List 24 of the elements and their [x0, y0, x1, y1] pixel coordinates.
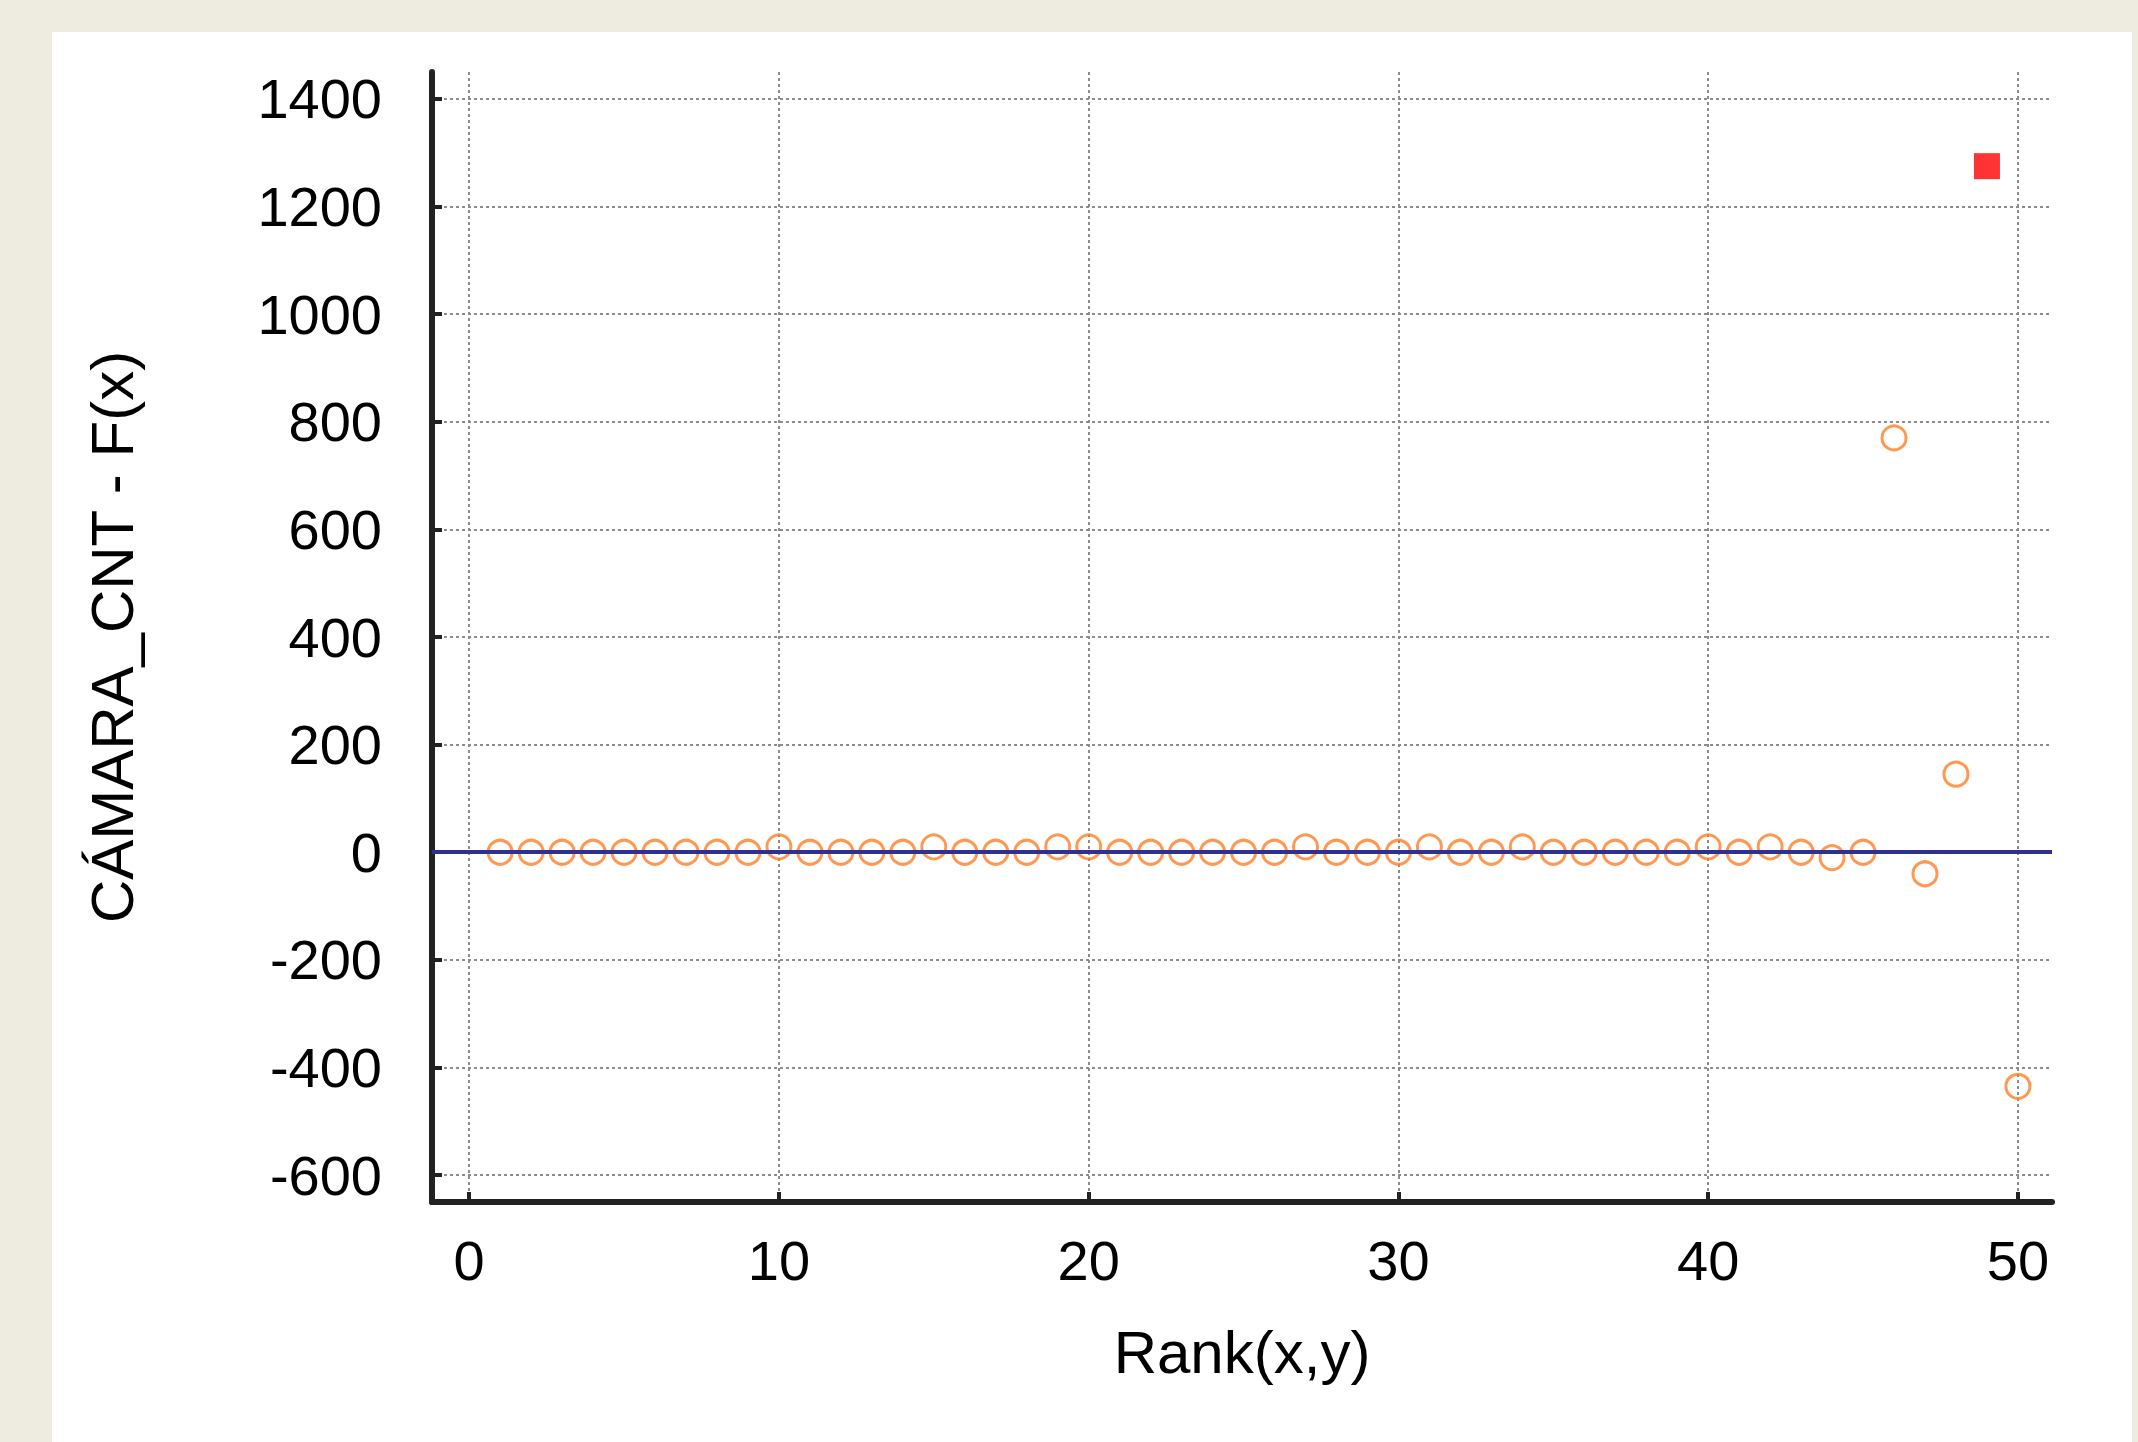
x-tick-label: 20 [1057, 1228, 1120, 1292]
x-tick-label: 0 [453, 1228, 485, 1292]
point [1911, 860, 1939, 888]
point [1973, 153, 2000, 180]
y-tick-label: -200 [269, 928, 382, 992]
x-tick-label: 50 [1986, 1228, 2050, 1292]
y-tick-label: 800 [288, 390, 382, 454]
y-tick-label: -400 [269, 1035, 382, 1099]
point [1880, 424, 1908, 452]
point [1942, 760, 1970, 788]
y-tick-label: -600 [269, 1143, 382, 1207]
y-tick-label: 0 [350, 820, 382, 884]
y-tick-label: 1400 [257, 67, 382, 131]
y-tick-label: 1200 [257, 175, 382, 239]
y-tick-label: 1000 [257, 282, 382, 346]
x-tick-label: 10 [747, 1228, 811, 1292]
x-axis-title: Rank(x,y) [1113, 1318, 1371, 1386]
x-tick-label: 30 [1367, 1228, 1430, 1292]
y-tick-label: 400 [288, 605, 382, 669]
y-tick-label: 600 [288, 497, 382, 561]
y-tick-label: 200 [288, 713, 382, 777]
y-axis-title: CÁMARA_CNT - F(x) [78, 350, 146, 924]
x-tick-label: 40 [1677, 1228, 1740, 1292]
point [2004, 1072, 2032, 1100]
